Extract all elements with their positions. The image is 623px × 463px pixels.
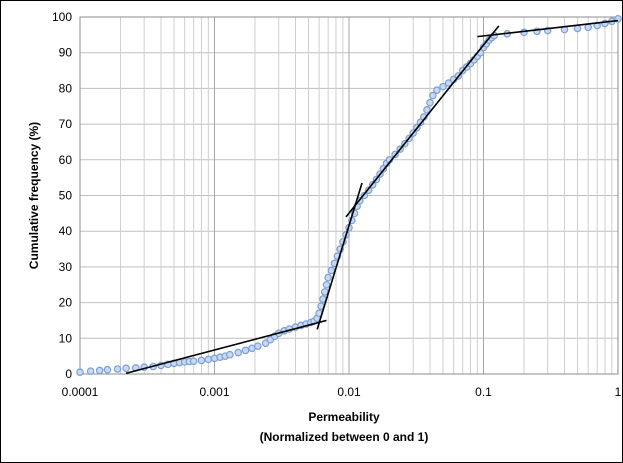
data-point <box>433 86 441 94</box>
data-point <box>254 342 262 350</box>
y-tick-label: 50 <box>59 189 73 203</box>
data-point <box>234 348 242 357</box>
x-tick-label: 0.0001 <box>62 385 99 399</box>
data-point <box>322 280 331 289</box>
data-point <box>86 367 95 375</box>
data-point <box>324 273 332 282</box>
grid <box>79 16 619 375</box>
y-tick-label: 70 <box>59 117 73 131</box>
fit-line <box>345 25 500 218</box>
x-axis-subtitle: (Normalized between 0 and 1) <box>260 430 429 444</box>
data-point <box>327 266 336 275</box>
data-point <box>113 365 122 373</box>
data-point <box>197 356 206 365</box>
x-axis-ticks: 0.0001 0.001 0.01 0.1 1 <box>62 385 622 399</box>
y-axis-ticks: 0 10 20 30 40 50 60 70 80 90 100 <box>52 10 72 381</box>
y-axis-title: Cumulative frequency (%) <box>27 122 41 269</box>
y-tick-label: 100 <box>52 10 72 24</box>
x-axis-title: Permeability <box>308 410 380 424</box>
data-point <box>95 366 104 375</box>
x-tick-label: 1 <box>615 385 622 399</box>
data-point <box>439 82 447 91</box>
y-tick-label: 40 <box>59 224 73 238</box>
fit-line <box>477 19 619 38</box>
fit-line <box>125 319 327 375</box>
x-tick-label: 0.001 <box>199 385 229 399</box>
y-tick-label: 20 <box>59 296 73 310</box>
data-point <box>122 364 130 373</box>
fit-lines <box>125 19 619 375</box>
data-point <box>226 350 234 359</box>
y-tick-label: 90 <box>59 46 73 60</box>
x-tick-label: 0.01 <box>337 385 361 399</box>
y-tick-label: 10 <box>59 331 73 345</box>
y-tick-label: 30 <box>59 260 73 274</box>
data-point <box>103 365 112 374</box>
data-point <box>444 79 453 87</box>
data-point <box>429 91 437 100</box>
y-tick-label: 80 <box>59 81 73 95</box>
data-point <box>76 368 84 377</box>
y-tick-label: 60 <box>59 153 73 167</box>
data-point <box>189 357 198 365</box>
x-tick-label: 0.1 <box>475 385 492 399</box>
data-point <box>204 355 213 364</box>
data-point <box>584 23 592 32</box>
data-point <box>241 346 250 355</box>
data-point <box>426 98 434 107</box>
plot-border <box>79 16 619 375</box>
data-point <box>320 288 329 296</box>
y-tick-label: 0 <box>65 367 72 381</box>
data-point <box>423 106 431 114</box>
